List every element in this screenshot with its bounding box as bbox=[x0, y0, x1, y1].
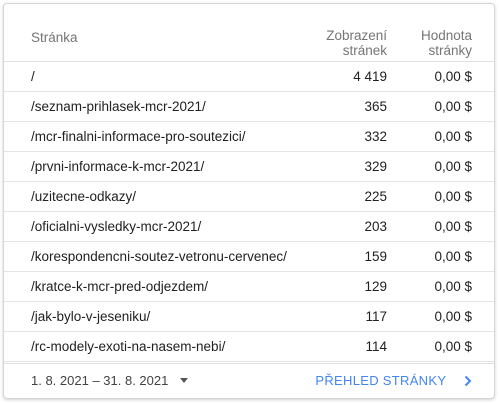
row-page-value: 0,00 $ bbox=[434, 339, 472, 354]
table-row[interactable]: /prvni-informace-k-mcr-2021/ 329 0,00 $ bbox=[4, 152, 494, 182]
row-pageviews: 114 bbox=[365, 339, 387, 354]
row-page-value: 0,00 $ bbox=[434, 189, 472, 204]
row-page-value: 0,00 $ bbox=[434, 249, 472, 264]
pages-report-card: Stránka Zobrazení stránek Hodnota stránk… bbox=[3, 3, 495, 399]
pages-table: Stránka Zobrazení stránek Hodnota stránk… bbox=[4, 4, 494, 362]
column-header-page-value[interactable]: Hodnota stránky bbox=[421, 28, 472, 58]
column-header-page-value-line1: Hodnota bbox=[420, 28, 472, 43]
row-page-path: /kratce-k-mcr-pred-odjezdem/ bbox=[31, 279, 209, 294]
row-page-value: 0,00 $ bbox=[434, 219, 472, 234]
row-pageviews: 203 bbox=[364, 219, 387, 234]
column-header-page[interactable]: Stránka bbox=[31, 30, 78, 45]
row-pageviews: 159 bbox=[364, 249, 387, 264]
row-page-path: / bbox=[31, 69, 35, 84]
table-row[interactable]: /oficialni-vysledky-mcr-2021/ 203 0,00 $ bbox=[4, 212, 494, 242]
row-page-value: 0,00 $ bbox=[434, 69, 472, 84]
table-row[interactable]: / 4 419 0,00 $ bbox=[4, 62, 494, 92]
row-page-value: 0,00 $ bbox=[434, 309, 472, 324]
table-row[interactable]: /jak-bylo-v-jeseniku/ 117 0,00 $ bbox=[4, 302, 494, 332]
row-page-path: /oficialni-vysledky-mcr-2021/ bbox=[31, 219, 202, 234]
pages-report-link[interactable]: PŘEHLED STRÁNKY bbox=[315, 373, 472, 390]
footer-divider bbox=[4, 363, 494, 364]
row-pageviews: 329 bbox=[364, 159, 387, 174]
column-header-page-value-line2: stránky bbox=[428, 43, 472, 58]
row-page-value: 0,00 $ bbox=[434, 129, 472, 144]
row-page-path: /korespondencni-soutez-vetronu-cervenec/ bbox=[31, 249, 287, 264]
table-row[interactable]: /korespondencni-soutez-vetronu-cervenec/… bbox=[4, 242, 494, 272]
table-row[interactable]: /mcr-finalni-informace-pro-soutezici/ 33… bbox=[4, 122, 494, 152]
row-page-value: 0,00 $ bbox=[434, 99, 472, 114]
chevron-right-icon bbox=[464, 375, 472, 390]
pages-report-link-label: PŘEHLED STRÁNKY bbox=[315, 373, 447, 388]
table-row[interactable]: /uzitecne-odkazy/ 225 0,00 $ bbox=[4, 182, 494, 212]
table-row[interactable]: /kratce-k-mcr-pred-odjezdem/ 129 0,00 $ bbox=[4, 272, 494, 302]
row-pageviews: 4 419 bbox=[353, 69, 387, 84]
column-header-pageviews-line1: Zobrazení bbox=[326, 28, 387, 43]
row-pageviews: 332 bbox=[364, 129, 387, 144]
table-header: Stránka Zobrazení stránek Hodnota stránk… bbox=[4, 4, 494, 62]
row-page-value: 0,00 $ bbox=[434, 279, 472, 294]
row-pageviews: 117 bbox=[365, 309, 387, 324]
row-pageviews: 365 bbox=[364, 99, 387, 114]
row-page-value: 0,00 $ bbox=[434, 159, 472, 174]
row-page-path: /jak-bylo-v-jeseniku/ bbox=[31, 309, 151, 324]
card-footer: 1. 8. 2021 – 31. 8. 2021 PŘEHLED STRÁNKY bbox=[4, 363, 494, 398]
row-page-path: /seznam-prihlasek-mcr-2021/ bbox=[31, 99, 206, 114]
row-page-path: /rc-modely-exoti-na-nasem-nebi/ bbox=[31, 339, 226, 354]
caret-down-icon bbox=[179, 378, 188, 383]
date-range-selector[interactable]: 1. 8. 2021 – 31. 8. 2021 bbox=[31, 373, 188, 388]
table-row[interactable]: /rc-modely-exoti-na-nasem-nebi/ 114 0,00… bbox=[4, 332, 494, 362]
row-pageviews: 225 bbox=[364, 189, 387, 204]
row-page-path: /mcr-finalni-informace-pro-soutezici/ bbox=[31, 129, 246, 144]
row-pageviews: 129 bbox=[364, 279, 387, 294]
table-row[interactable]: /seznam-prihlasek-mcr-2021/ 365 0,00 $ bbox=[4, 92, 494, 122]
column-header-pageviews[interactable]: Zobrazení stránek bbox=[326, 28, 387, 58]
row-page-path: /uzitecne-odkazy/ bbox=[31, 189, 137, 204]
date-range-label: 1. 8. 2021 – 31. 8. 2021 bbox=[31, 373, 169, 388]
column-header-pageviews-line2: stránek bbox=[342, 43, 387, 58]
row-page-path: /prvni-informace-k-mcr-2021/ bbox=[31, 159, 205, 174]
